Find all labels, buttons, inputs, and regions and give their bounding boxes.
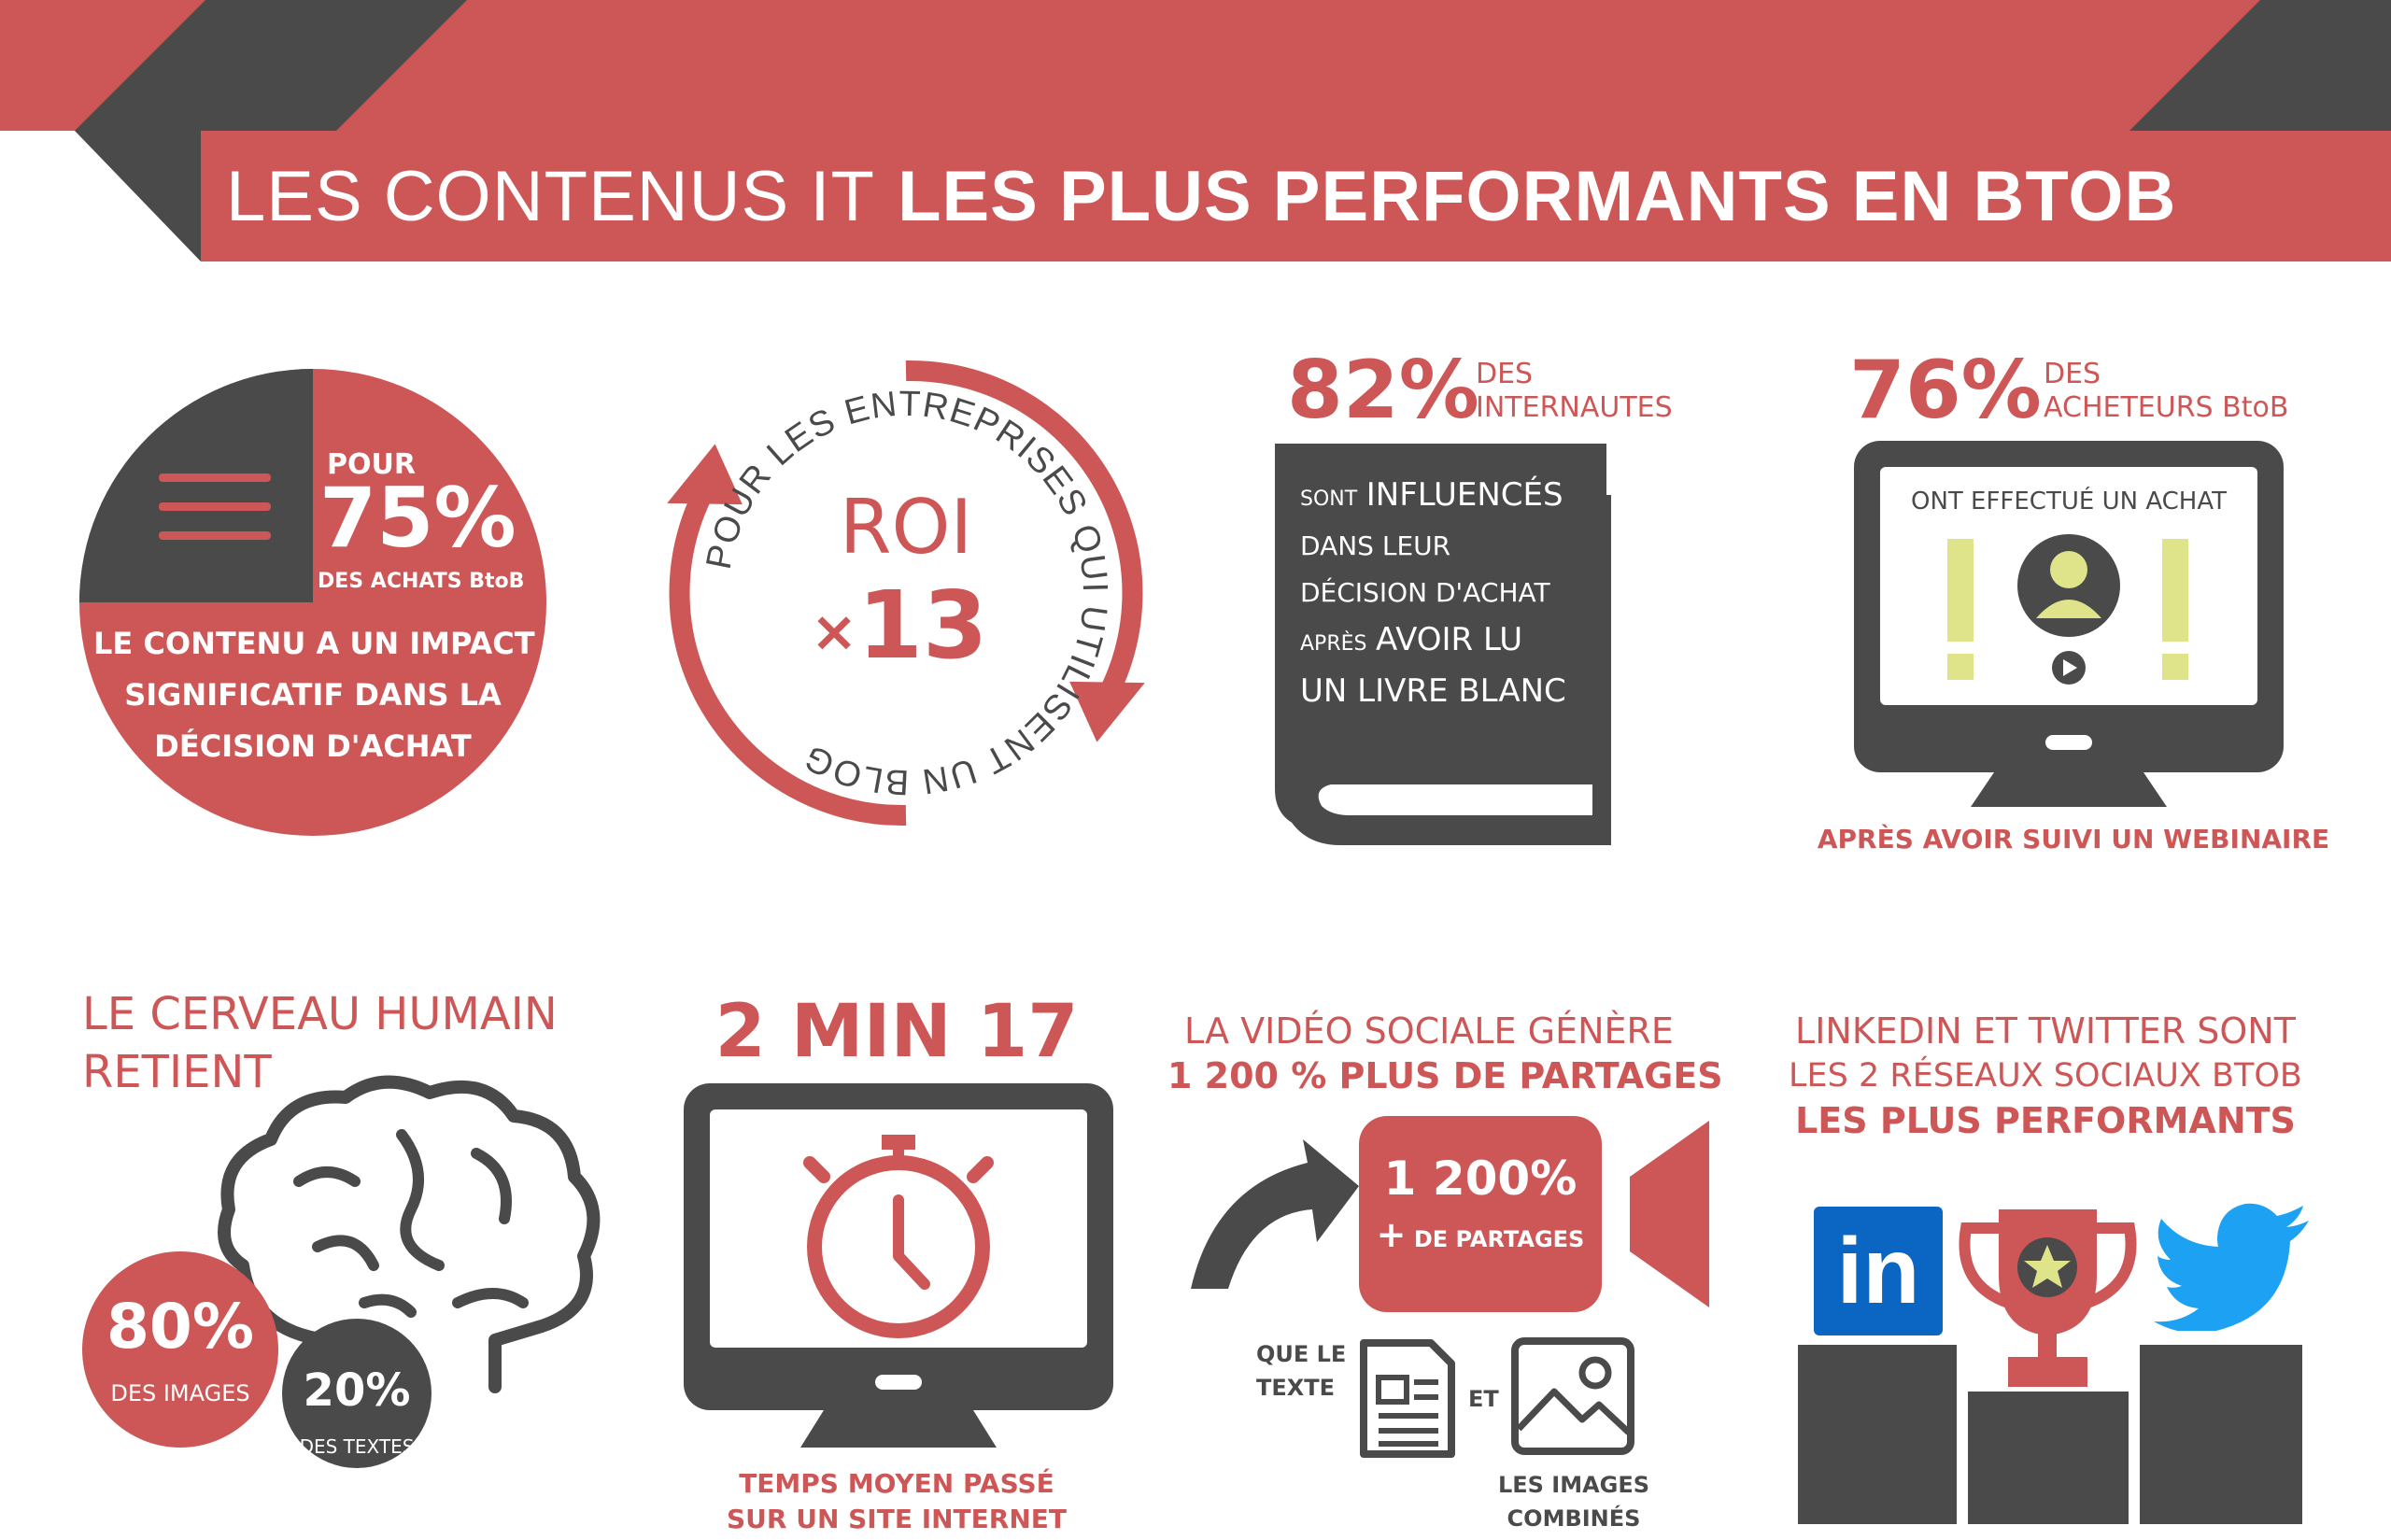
linkedin-icon: in [1814,1207,1943,1335]
cerveau-title-line: LE CERVEAU HUMAIN [82,988,558,1040]
video-camera-icon [1191,1116,1709,1312]
page-title: LES CONTENUS IT LES PLUS PERFORMANTS EN … [226,140,2176,253]
livre-small: APRÈS [1300,632,1367,656]
impact-pour: POUR [327,448,416,481]
video-que-line: TEXTE [1256,1375,1336,1401]
video-cam-label: DE PARTAGES [1413,1226,1585,1252]
stopwatch-icon [803,1135,994,1338]
webinaire-screen-text: ONT EFFECTUÉ UN ACHAT [1910,487,2227,516]
title-light: LES CONTENUS IT [226,157,875,236]
webinaire-after: APRÈS AVOIR SUIVI UN WEBINAIRE [1817,824,2330,855]
temps-caption-line: TEMPS MOYEN PASSÉ [739,1468,1054,1499]
document-icon [1360,1339,1455,1458]
webinaire-percent: 76% [1849,344,2042,437]
livre-line: DÉCISION D'ACHAT [1300,577,1550,608]
reseaux-title-line: LES 2 RÉSEAUX SOCIAUX BTOB [1789,1057,2302,1095]
temps-monitor [684,1083,1113,1448]
reseaux-title-line: LES PLUS PERFORMANTS [1795,1100,2296,1141]
trophy-icon [1959,1209,2137,1387]
video-images: LES IMAGES COMBINÉS [1494,1468,1653,1535]
video-que-line: QUE LE [1256,1341,1347,1367]
roi-times: × [811,599,858,665]
podium [1798,1345,2302,1524]
livre-line: DANS LEUR [1300,530,1451,561]
cerveau-title-line: RETIENT [82,1046,272,1098]
livre-text: SONT INFLUENCÉS DANS LEUR DÉCISION D'ACH… [1300,472,1566,714]
impact-line: DÉCISION D'ACHAT [154,728,472,764]
livre-internautes: INTERNAUTES [1476,391,1673,424]
video-images-line: LES IMAGES [1497,1472,1650,1498]
reseaux-title: LINKEDIN ET TWITTER SONT LES 2 RÉSEAUX S… [1765,1009,2326,1143]
webinaire-des-label: DES [2044,358,2101,390]
temps-caption-line: SUR UN SITE INTERNET [727,1504,1067,1534]
cerveau-title: LE CERVEAU HUMAIN RETIENT [82,985,558,1101]
twitter-icon [2154,1203,2309,1331]
livre-percent: 82% [1287,344,1479,437]
impact-percent: 75% [319,470,516,566]
livre-small: SONT [1300,487,1358,511]
cerveau-textes-pct: 20% [303,1364,411,1417]
video-cam-label-line: + DE PARTAGES [1359,1214,1602,1255]
temps-caption: TEMPS MOYEN PASSÉ SUR UN SITE INTERNET [682,1466,1111,1537]
video-et: ET [1468,1386,1499,1412]
roi-value: 13 [857,571,988,680]
roi-value-line: ×13 [811,574,987,684]
monitor-icon [1854,441,2284,807]
images-circle [82,1251,278,1448]
roi-label: ROI [839,484,973,571]
cerveau-textes-label: DES TEXTES [299,1435,415,1458]
livre-des-label: DES [1476,358,1534,390]
linkedin-text: in [1836,1219,1920,1323]
webinaire-des: DES ACHETEURS BtoB [2044,358,2288,425]
video-cam-pct: 1 200% [1383,1151,1577,1206]
video-title-line: 1 200 % PLUS DE PARTAGES [1167,1055,1723,1096]
roi-cycle: POUR LES ENTREPRISES QUI UTILISENT UN BL… [667,360,1145,827]
temps-value: 2 MIN 17 [714,990,1079,1074]
textes-circle [282,1319,432,1468]
video-images-line: COMBINÉS [1507,1505,1641,1532]
video-title-line: LA VIDÉO SOCIALE GÉNÈRE [1184,1010,1674,1052]
cerveau-images-pct: 80% [106,1291,254,1363]
livre-big: AVOIR LU [1376,621,1523,658]
impact-pie [79,369,546,836]
menu-lines-icon [159,473,271,540]
reseaux-title-line: LINKEDIN ET TWITTER SONT [1795,1010,2296,1052]
impact-achats: DES ACHATS BtoB [318,570,525,593]
impact-line: LE CONTENU A UN IMPACT [93,626,535,661]
livre-line: UN LIVRE BLANC [1300,672,1566,710]
webinaire-acheteurs: ACHETEURS BtoB [2044,391,2289,424]
book-icon [1275,444,1611,845]
video-que: QUE LE TEXTE [1256,1337,1346,1405]
header-banner [0,0,2391,261]
brain-icon [218,1075,601,1403]
impact-text: LE CONTENU A UN IMPACT SIGNIFICATIF DANS… [93,618,535,772]
video-title: LA VIDÉO SOCIALE GÉNÈRE 1 200 % PLUS DE … [1167,1009,1723,1098]
impact-line: SIGNIFICATIF DANS LA [124,677,502,713]
image-icon [1511,1337,1634,1455]
title-bold: LES PLUS PERFORMANTS EN BTOB [898,157,2177,236]
video-cam-plus: + [1376,1214,1407,1255]
cerveau-images-label: DES IMAGES [110,1380,250,1406]
livre-big: INFLUENCÉS [1365,476,1563,514]
livre-des: DES INTERNAUTES [1476,358,1673,425]
